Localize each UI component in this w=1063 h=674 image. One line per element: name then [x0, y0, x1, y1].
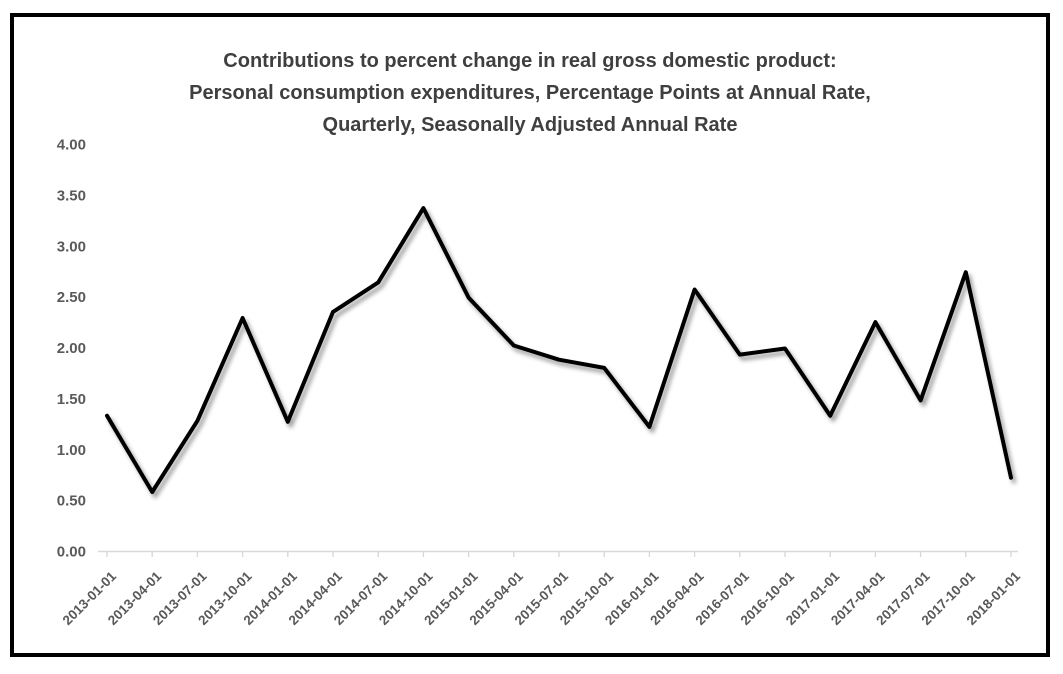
x-axis: 2013-01-012013-04-012013-07-012013-10-01…: [60, 550, 1023, 628]
chart-title: Contributions to percent change in real …: [54, 45, 1006, 141]
y-tick-label: 2.50: [57, 289, 86, 306]
chart-title-line-1: Contributions to percent change in real …: [223, 50, 837, 72]
y-tick-label: 2.00: [57, 340, 86, 357]
y-tick-label: 1.00: [57, 442, 86, 459]
chart-frame: Contributions to percent change in real …: [10, 13, 1050, 657]
chart-title-line-2: Personal consumption expenditures, Perce…: [189, 82, 871, 104]
y-tick-label: 4.00: [57, 137, 86, 154]
y-tick-label: 0.50: [57, 493, 86, 510]
series-group: [105, 206, 1013, 494]
y-tick-label: 3.50: [57, 187, 86, 204]
y-tick-label: 1.50: [57, 391, 86, 408]
y-tick-label: 0.00: [57, 544, 86, 561]
chart-title-line-3: Quarterly, Seasonally Adjusted Annual Ra…: [322, 114, 738, 136]
y-axis-labels: 0.00 0.50 1.00 1.50 2.00 2.50 3.00 3.50 4.00: [57, 137, 86, 561]
y-tick-label: 3.00: [57, 238, 86, 255]
series-line-pce: [105, 206, 1013, 494]
